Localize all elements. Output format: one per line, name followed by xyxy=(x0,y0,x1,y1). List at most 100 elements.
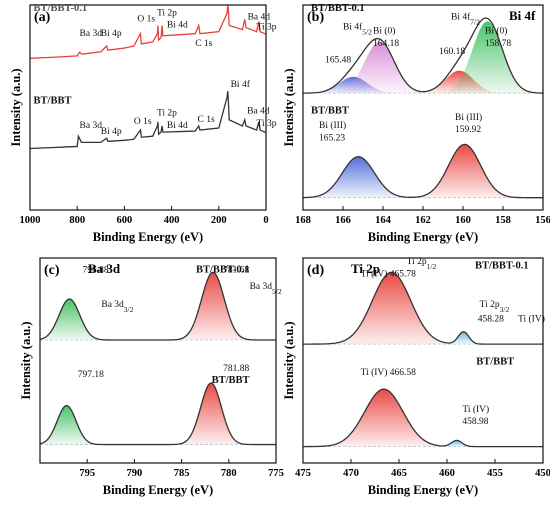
x-axis-label: Binding Energy (eV) xyxy=(103,483,213,497)
series-tag: BT/BBT xyxy=(311,106,349,117)
peak-annotation: O 1s xyxy=(137,14,155,24)
peak-annotation: C 1s xyxy=(195,39,212,49)
peak-annotation: 165.48 xyxy=(325,55,351,65)
peak-fill xyxy=(307,156,410,198)
peak-annotation: 165.23 xyxy=(319,133,345,143)
peak-annotation: Bi 4d xyxy=(167,21,188,31)
tick-label: 162 xyxy=(415,215,431,226)
peak-fill xyxy=(36,405,97,445)
tick-label: 200 xyxy=(211,215,227,226)
peak-fill xyxy=(322,389,446,447)
x-axis-label: Binding Energy (eV) xyxy=(368,230,478,244)
peak-annotation: Bi 4p xyxy=(101,29,122,39)
panel-label: (b) xyxy=(307,10,324,25)
peak-annotation: Bi 4f xyxy=(231,79,251,90)
panel-3: 795 790 785 780 775 Binding Energy (eV) Intens… xyxy=(19,257,284,497)
series-tag: BT/BBT-0.1 xyxy=(475,260,529,271)
peak-annotation: Ti (IV) xyxy=(518,314,545,325)
series-line xyxy=(39,271,276,341)
peak-fill xyxy=(177,383,245,445)
peak-annotation: Ti (IV) xyxy=(462,404,489,415)
tick-label: 160 xyxy=(455,215,471,226)
series-tag: BT/BBT xyxy=(476,357,514,368)
series-line xyxy=(302,143,543,199)
peak-annotation: 781.68 xyxy=(223,265,249,275)
peak-annotation: Ti (IV) 465.78 xyxy=(361,268,417,279)
tick-label: 164 xyxy=(375,215,392,226)
peak-annotation: Bi (0) xyxy=(373,26,395,37)
series-line xyxy=(29,4,266,59)
series-line xyxy=(39,382,276,446)
peak-annotation: 796.88 xyxy=(82,265,108,275)
panel-title: Ba 3d xyxy=(88,261,121,276)
peak-fill xyxy=(176,272,250,340)
peak-annotation: Ti (IV) 466.58 xyxy=(361,367,417,378)
series-tag: BT/BBT-0.1 xyxy=(196,264,250,275)
peak-annotation: Bi 4f5/2 xyxy=(343,22,372,36)
panel-title: Ti 2p xyxy=(351,261,380,276)
tick-label: 795 xyxy=(79,468,95,479)
series-tag: BT/BBT xyxy=(34,95,72,106)
peak-annotation: 158.78 xyxy=(485,39,511,49)
tick-label: 780 xyxy=(221,468,237,479)
series-line xyxy=(29,91,266,150)
tick-label: 158 xyxy=(495,215,511,226)
series-line xyxy=(303,388,543,448)
peak-annotation: 159.92 xyxy=(455,125,481,135)
panel-label: (a) xyxy=(34,10,51,25)
panel-label: (c) xyxy=(44,263,60,278)
tick-label: 460 xyxy=(439,468,455,479)
peak-annotation: 160.18 xyxy=(439,47,465,57)
peak-annotation: 458.98 xyxy=(462,417,488,427)
series-tag: BT/BBT-0.1 xyxy=(311,3,365,14)
tick-label: 166 xyxy=(335,215,351,226)
peak-annotation: Ti 2p xyxy=(157,8,177,18)
peak-annotation: Ba 4d xyxy=(248,12,271,22)
x-axis-label: Binding Energy (eV) xyxy=(368,483,478,497)
peak-fill xyxy=(439,21,536,94)
panel-label: (d) xyxy=(307,263,324,278)
tick-label: 1000 xyxy=(20,215,41,226)
tick-label: 600 xyxy=(117,215,133,226)
series-tag: BT/BBT xyxy=(212,375,250,386)
x-axis-label: Binding Energy (eV) xyxy=(93,230,203,244)
peak-annotation: O 1s xyxy=(134,117,152,127)
tick-label: 470 xyxy=(343,468,359,479)
tick-label: 0 xyxy=(263,215,268,226)
peak-annotation: Ba 3d xyxy=(80,29,103,39)
peak-fill xyxy=(413,144,516,198)
peak-annotation: C 1s xyxy=(198,115,215,125)
peak-annotation: 797.18 xyxy=(78,370,104,380)
peak-annotation: Ba 3d xyxy=(80,121,103,131)
tick-label: 400 xyxy=(164,215,180,226)
panel-2: 168 166 164 162 160 158 156 Binding Energy (eV)… xyxy=(282,3,550,244)
tick-label: 168 xyxy=(295,215,311,226)
peak-annotation: 458.28 xyxy=(478,315,504,325)
plot-frame xyxy=(302,257,544,464)
tick-label: 450 xyxy=(535,468,550,479)
peak-annotation: Ba 3d5/2 xyxy=(250,282,282,296)
peak-annotation: 164.18 xyxy=(373,39,399,49)
tick-label: 775 xyxy=(268,468,284,479)
peak-annotation: Bi 4d xyxy=(167,121,188,131)
panel-4: 475 470 465 460 455 450 Binding Energy (eV) Int… xyxy=(282,257,550,497)
panel-1: 1000 800 600 400 200 0 Binding Energy (eV) Inte… xyxy=(9,3,277,244)
tick-label: 790 xyxy=(127,468,143,479)
peak-annotation: Ti 3p xyxy=(257,23,277,33)
tick-label: 465 xyxy=(391,468,407,479)
y-axis-label: Intensity (a.u.) xyxy=(19,321,33,399)
tick-label: 455 xyxy=(487,468,503,479)
peak-annotation: Bi (0) xyxy=(485,26,507,37)
peak-annotation: Ti 2p3/2 xyxy=(480,300,510,314)
series-line xyxy=(303,271,543,345)
peak-fill xyxy=(330,272,453,345)
plot-frame xyxy=(29,4,267,211)
y-axis-label: Intensity (a.u.) xyxy=(282,68,296,146)
y-axis-label: Intensity (a.u.) xyxy=(9,68,23,146)
tick-label: 785 xyxy=(174,468,190,479)
tick-label: 800 xyxy=(69,215,85,226)
series-tag: BT/BBT-0.1 xyxy=(34,3,88,14)
peak-annotation: 781.88 xyxy=(223,364,249,374)
peak-fill xyxy=(331,41,428,94)
